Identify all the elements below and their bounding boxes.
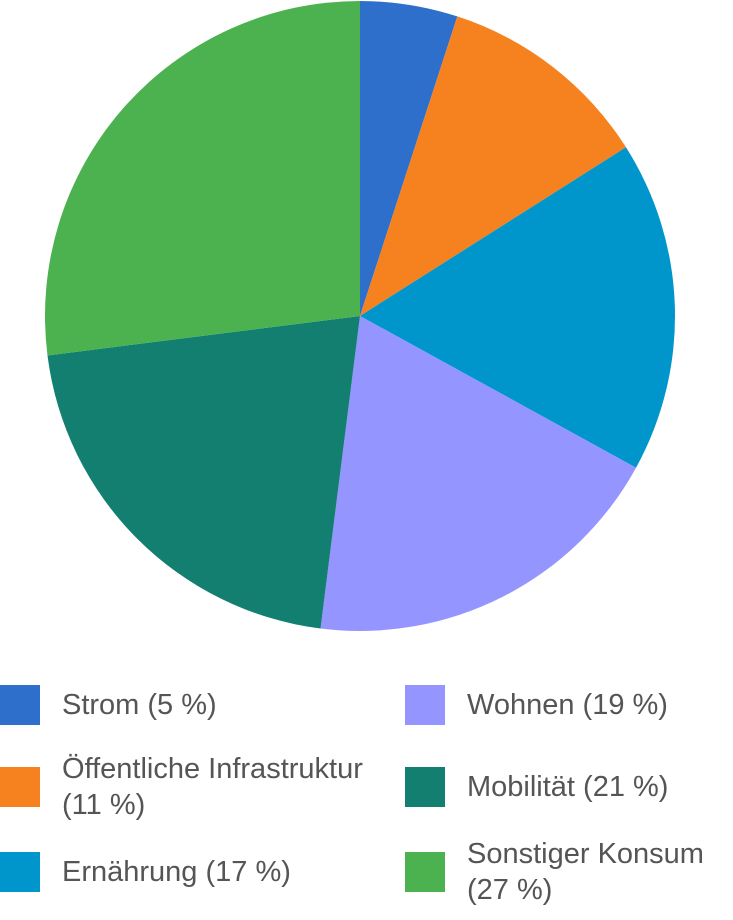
pie	[44, 1, 675, 631]
legend-item: Ernährung (17 %)	[0, 836, 405, 908]
legend-item: Sonstiger Konsum (27 %)	[405, 836, 733, 908]
legend-swatch	[0, 767, 40, 807]
legend-swatch	[0, 852, 40, 892]
legend-label: Mobilität (21 %)	[467, 771, 669, 803]
pie-slice	[360, 16, 626, 316]
legend-item: Mobilität (21 %)	[405, 738, 733, 836]
legend-item: Wohnen (19 %)	[405, 672, 733, 738]
legend-label: Ernährung (17 %)	[62, 856, 291, 888]
pie-slice	[360, 147, 675, 468]
legend-swatch	[405, 767, 445, 807]
pie-slice	[360, 1, 458, 316]
pie-slice	[44, 1, 360, 356]
legend-swatch	[405, 852, 445, 892]
legend-item: Strom (5 %)	[0, 672, 405, 738]
legend: Strom (5 %) Öffentliche Infrastruktur (11…	[0, 672, 733, 920]
legend-label: Wohnen (19 %)	[467, 689, 668, 721]
pie-slice	[47, 316, 361, 629]
legend-label: Sonstiger Konsum (27 %)	[467, 838, 704, 906]
legend-swatch	[0, 685, 40, 725]
legend-label: Öffentliche Infrastruktur (11 %)	[62, 753, 363, 821]
pie-slice	[320, 316, 637, 631]
legend-swatch	[405, 685, 445, 725]
legend-item: Öffentliche Infrastruktur (11 %)	[0, 738, 405, 836]
legend-label: Strom (5 %)	[62, 689, 217, 721]
